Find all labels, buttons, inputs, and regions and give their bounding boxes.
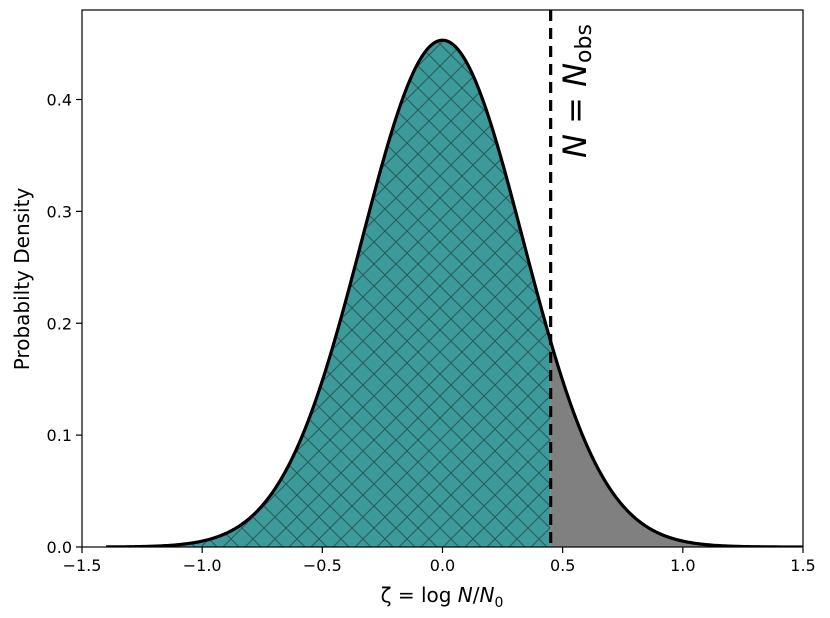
plot-area [106,10,803,547]
x-tick-label: −0.5 [303,556,342,575]
y-tick-label: 0.0 [47,538,72,557]
y-axis-label: Probabilty Density [10,188,34,371]
y-tick-label: 0.4 [47,91,72,110]
x-axis-ticks: −1.5 −1.0 −0.5 0.0 0.5 1.0 1.5 [63,547,816,575]
x-tick-label: 1.5 [790,556,815,575]
area-above-threshold [550,341,803,547]
x-tick-label: 1.0 [670,556,695,575]
x-tick-label: 0.0 [430,556,455,575]
y-axis-ticks: 0.0 0.1 0.2 0.3 0.4 [47,91,82,557]
hatch-below-threshold [106,40,551,547]
y-tick-label: 0.2 [47,314,72,333]
x-tick-label: −1.5 [63,556,102,575]
y-tick-label: 0.1 [47,426,72,445]
threshold-annotation: N = Nobs [556,24,597,158]
x-tick-label: −1.0 [183,556,222,575]
x-tick-label: 0.5 [550,556,575,575]
x-axis-label: ζ = log N/N0 [381,583,504,611]
density-curve [106,38,803,547]
y-tick-label: 0.3 [47,202,72,221]
